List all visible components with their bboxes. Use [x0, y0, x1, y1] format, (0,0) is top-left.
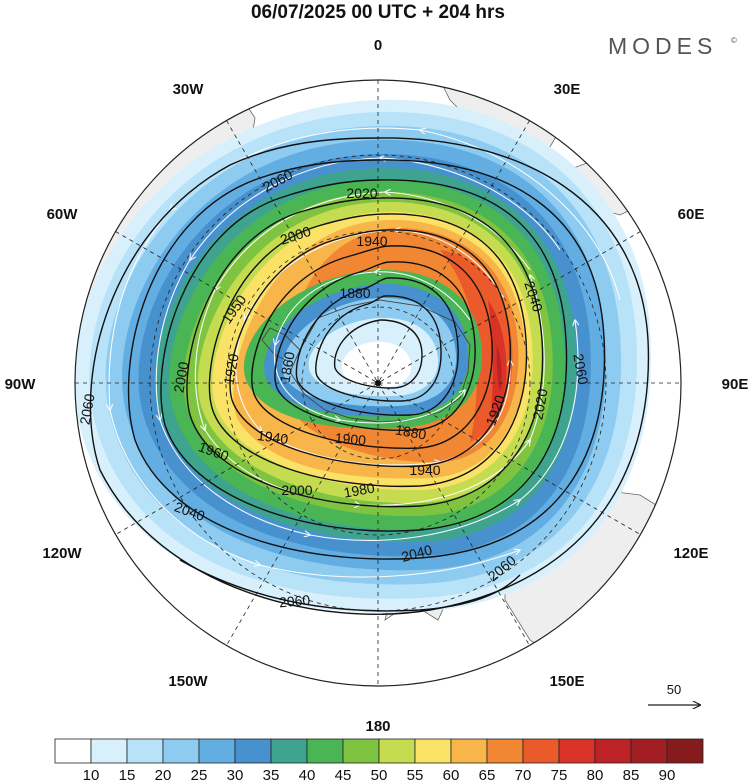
- colorbar-swatch: [450, 738, 488, 764]
- colorbar-swatch: [54, 738, 92, 764]
- contour-label: 1900: [334, 430, 367, 449]
- colorbar-tick-label: 25: [191, 767, 208, 782]
- colorbar-swatch: [270, 738, 308, 764]
- colorbar-swatch: [126, 738, 164, 764]
- contour-2000: [186, 197, 544, 508]
- colorbar-swatch: [90, 738, 128, 764]
- colorbar-swatch: [486, 738, 524, 764]
- colorbar-swatch: [522, 738, 560, 764]
- colorbar-swatch: [414, 738, 452, 764]
- south-pole-marker: [375, 380, 381, 386]
- contour-2060-outer: [179, 559, 521, 612]
- colorbar-swatch: [594, 738, 632, 764]
- contour-label: 1920: [220, 352, 241, 386]
- colorbar-tick-label: 50: [371, 767, 388, 782]
- map-disk: [75, 80, 681, 686]
- contour-label: 1880: [394, 421, 428, 442]
- contour-2040: [127, 159, 606, 560]
- lon-label-90w: 90W: [5, 376, 37, 393]
- colorbar-swatch: [630, 738, 668, 764]
- wind-inner-calm: [341, 341, 412, 388]
- colorbar-tick-label: 60: [443, 767, 460, 782]
- colorbar-tick-label: 30: [227, 767, 244, 782]
- contour-1920: [274, 261, 476, 432]
- colorbar-swatch: [378, 738, 416, 764]
- lon-label-150w: 150W: [168, 673, 208, 690]
- colorbar-swatch: [198, 738, 236, 764]
- lon-label-60e: 60E: [678, 206, 705, 223]
- contour-label: 2060: [278, 592, 311, 611]
- colorbar-tick-label: 15: [119, 767, 136, 782]
- colorbar-tick-label: 55: [407, 767, 424, 782]
- lon-label-120w: 120W: [42, 545, 82, 562]
- lon-label-180: 180: [365, 718, 390, 735]
- colorbar-tick-label: 65: [479, 767, 496, 782]
- colorbar-swatch: [558, 738, 596, 764]
- contour-label: 2060: [76, 392, 97, 426]
- lon-label-30w: 30W: [173, 81, 205, 98]
- contour-label: 2040: [400, 541, 434, 565]
- lon-label-60w: 60W: [47, 206, 79, 223]
- colorbar-swatch: [666, 738, 704, 764]
- lon-label-30e: 30E: [554, 81, 581, 98]
- contour-1900: [295, 277, 459, 416]
- lon-label-0: 0: [374, 37, 382, 54]
- contour-label: 2000: [281, 482, 312, 498]
- wind-band-80: [496, 345, 502, 392]
- map-title: 06/07/2025 00 UTC + 204 hrs: [251, 2, 505, 23]
- contour-label: 1880: [339, 285, 370, 301]
- colorbar-tick-label: 90: [659, 767, 676, 782]
- colorbar: 10 15 20 25 30 35 40 45 50 55 60 65 70 75 80 85 90: [54, 738, 704, 782]
- colorbar-tick-label: 70: [515, 767, 532, 782]
- contour-label: 1940: [356, 233, 387, 249]
- colorbar-tick-label: 20: [155, 767, 172, 782]
- contour-label: 1860: [276, 350, 297, 384]
- colorbar-tick-label: 40: [299, 767, 316, 782]
- contour-1860: [333, 319, 423, 389]
- colorbar-tick-label: 35: [263, 767, 280, 782]
- colorbar-tick-label: 75: [551, 767, 568, 782]
- map-border: [74, 79, 682, 687]
- modes-logo: MODES: [608, 33, 717, 59]
- colorbar-swatch: [162, 738, 200, 764]
- contour-label: 2060: [570, 352, 591, 386]
- colorbar-tick-label: 45: [335, 767, 352, 782]
- lon-label-90e: 90E: [722, 376, 749, 393]
- colorbar-swatch: [342, 738, 380, 764]
- reference-vector-label: 50: [667, 682, 681, 697]
- contour-label: 1940: [256, 427, 289, 447]
- contour-1960: [229, 229, 512, 468]
- lon-label-150e: 150E: [549, 673, 584, 690]
- contour-1980: [208, 213, 528, 488]
- graticule: [75, 80, 681, 686]
- contour-label: 1940: [409, 462, 440, 478]
- contour-2060: [89, 137, 650, 615]
- longitude-labels: 0 30W 30E 60W 60E 90W 90E 120W 120E 150W…: [5, 37, 749, 735]
- contour-label: 2000: [170, 360, 191, 394]
- contour-1880: [315, 295, 442, 402]
- contour-label: 1980: [342, 479, 376, 500]
- contour-label: 2020: [346, 185, 377, 201]
- colorbar-swatch: [234, 738, 272, 764]
- colorbar-tick-label: 85: [623, 767, 640, 782]
- colorbar-tick-label: 80: [587, 767, 604, 782]
- logo-copyright-mark: ©: [731, 36, 737, 45]
- colorbar-tick-label: 10: [83, 767, 100, 782]
- lon-label-120e: 120E: [673, 545, 708, 562]
- colorbar-swatch: [306, 738, 344, 764]
- reference-vector: 50: [648, 682, 700, 705]
- contour-label: 2020: [529, 387, 550, 421]
